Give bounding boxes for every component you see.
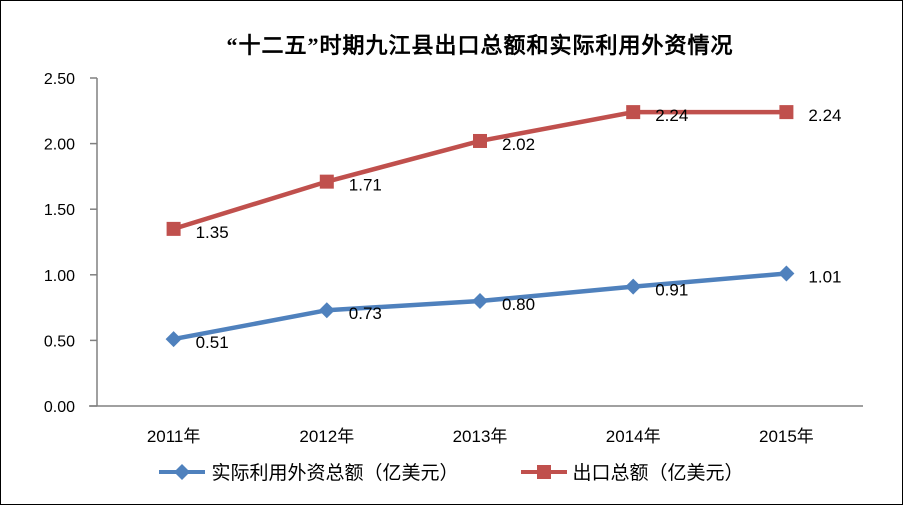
data-point-square <box>473 133 487 148</box>
data-point-label: 0.73 <box>349 304 382 323</box>
data-point-label: 2.24 <box>808 106 841 125</box>
x-axis-category-label: 2014年 <box>606 427 661 446</box>
legend: 实际利用外资总额（亿美元） 出口总额（亿美元） <box>1 458 902 485</box>
x-axis-category-label: 2011年 <box>147 427 201 446</box>
legend-item-foreign-capital: 实际利用外资总额（亿美元） <box>159 458 459 485</box>
legend-item-exports: 出口总额（亿美元） <box>520 458 744 485</box>
data-point-label: 2.24 <box>655 106 688 125</box>
data-point-label: 1.35 <box>196 223 229 242</box>
legend-marker-diamond-icon <box>159 463 206 480</box>
legend-square <box>536 464 551 479</box>
y-axis-tick-label: 2.50 <box>44 71 75 88</box>
chart-title: “十二五”时期九江县出口总额和实际利用外资情况 <box>226 33 734 58</box>
data-point-diamond <box>625 278 642 295</box>
legend-label-exports: 出口总额（亿美元） <box>572 463 744 484</box>
data-point-diamond <box>165 331 182 348</box>
series-line-1 <box>171 109 789 232</box>
data-point-label: 2.02 <box>502 135 535 154</box>
data-point-label: 0.51 <box>196 333 229 352</box>
y-axis-tick-label: 1.00 <box>44 268 75 285</box>
x-axis-category-label: 2013年 <box>453 427 508 446</box>
y-axis-tick-label: 1.50 <box>44 202 75 219</box>
data-point-square <box>319 174 334 189</box>
data-point-label: 1.01 <box>808 267 841 286</box>
data-point-square <box>626 105 641 120</box>
data-point-square <box>166 221 181 236</box>
data-point-label: 1.71 <box>349 176 382 195</box>
legend-marker-square-icon <box>520 464 567 479</box>
data-point-label: 0.91 <box>655 281 688 300</box>
data-point-square <box>779 105 794 120</box>
data-point-diamond <box>318 302 335 319</box>
data-point-diamond <box>472 293 488 310</box>
x-axis-category-label: 2015年 <box>759 427 814 446</box>
x-axis-category-label: 2012年 <box>299 427 354 446</box>
y-axis-tick-label: 2.00 <box>44 137 75 154</box>
y-axis-tick-label: 0.50 <box>44 333 75 350</box>
data-point-diamond <box>778 265 795 282</box>
y-axis-tick-label: 0.00 <box>44 399 75 416</box>
data-point-label: 0.80 <box>502 295 535 314</box>
legend-diamond <box>174 463 191 480</box>
legend-label-foreign-capital: 实际利用外资总额（亿美元） <box>211 463 459 484</box>
